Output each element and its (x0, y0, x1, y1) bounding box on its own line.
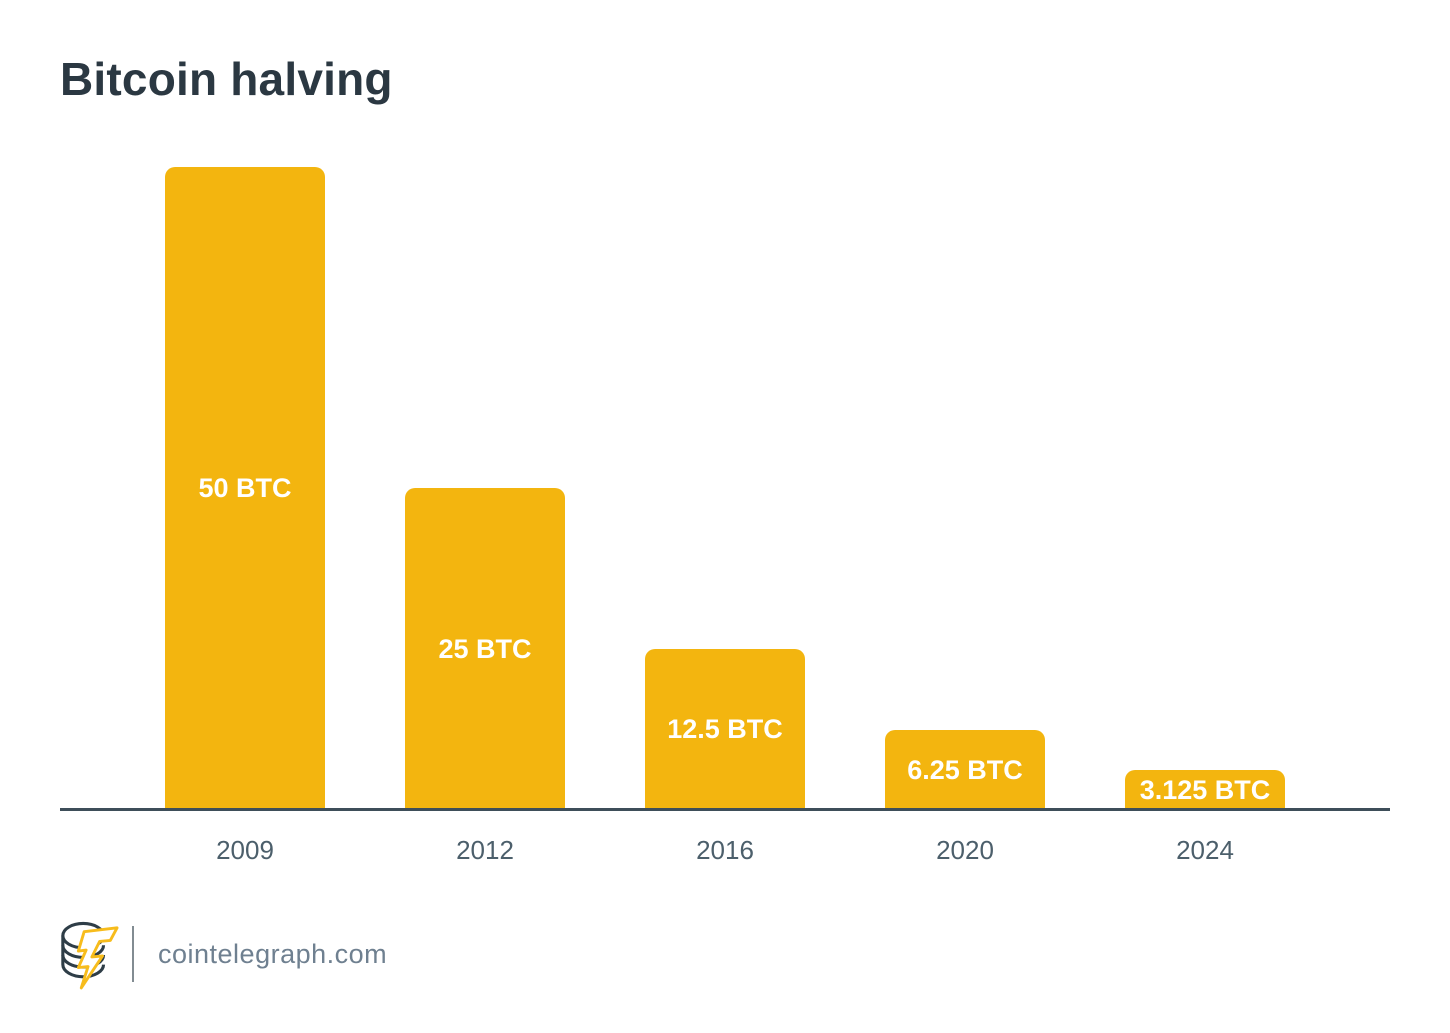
x-tick-label-2024: 2024 (1176, 835, 1234, 865)
footer-divider (132, 926, 134, 982)
bar-2009: 50 BTC (165, 167, 325, 810)
bar-value-label-2012: 25 BTC (438, 633, 532, 664)
bar-value-label-2020: 6.25 BTC (907, 754, 1023, 785)
x-tick-label-2012: 2012 (456, 835, 514, 865)
bar-2016: 12.5 BTC (645, 649, 805, 810)
x-tick-label-2009: 2009 (216, 835, 274, 865)
bar-value-label-2024: 3.125 BTC (1139, 774, 1271, 805)
footer: cointelegraph.com (58, 916, 387, 992)
bar-value-label-2009: 50 BTC (198, 473, 292, 503)
chart-title: Bitcoin halving (60, 53, 393, 105)
bar-chart-plot-area: 50 BTC 25 BTC 12.5 BTC 6.25 BTC 3.125 BTC (165, 167, 1285, 810)
bar-2012: 25 BTC (405, 488, 565, 810)
footer-site-url: cointelegraph.com (158, 938, 388, 969)
x-axis-line (60, 808, 1390, 811)
bar-2024: 3.125 BTC (1125, 770, 1285, 810)
x-tick-label-2016: 2016 (696, 835, 754, 865)
bar-value-label-2016: 12.5 BTC (667, 714, 783, 744)
bar-2020: 6.25 BTC (885, 730, 1045, 810)
x-axis-tick-labels: 2009 2012 2016 2020 2024 (165, 835, 1285, 866)
cointelegraph-logo-icon (58, 916, 120, 992)
x-tick-label-2020: 2020 (936, 835, 994, 865)
